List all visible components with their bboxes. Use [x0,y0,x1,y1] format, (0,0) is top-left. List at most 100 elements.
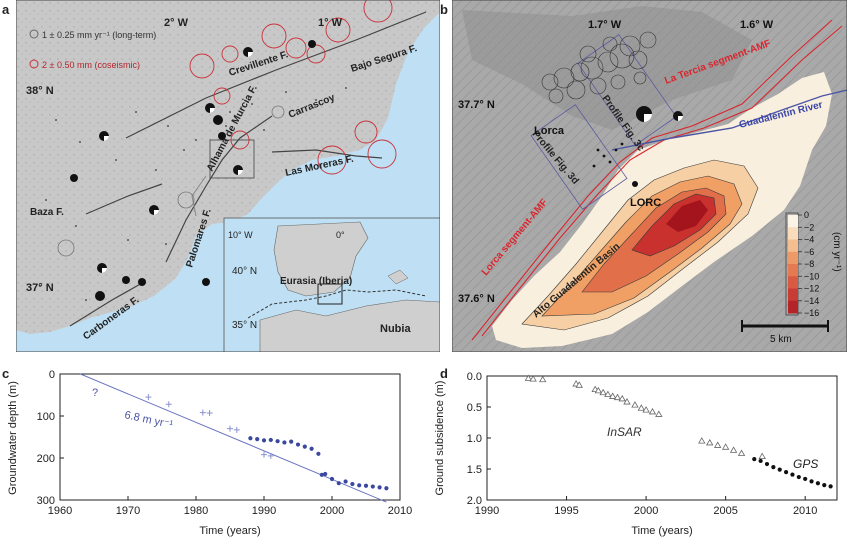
panel-d-label: d [440,366,448,381]
panel-d-point-triangle [604,390,612,397]
panel-c-point-dot [384,486,389,491]
panel-c-y-tick-label: 200 [37,453,55,465]
panel-c-ylabel: Groundwater depth (m) [7,381,19,495]
colorbar-swatch [788,300,798,314]
panel-d-point-triangle [655,410,663,417]
colorbar-tick-label: −16 [804,308,819,318]
panel-d-plot-area [486,375,838,501]
panel-d-axes: 1990 1995 2000 2005 2010 0.0 0.5 1.0 1.5 2.0 [467,371,818,517]
lon-1-6w: 1.6° W [740,19,774,31]
panel-c-y-tick-label: 300 [37,495,55,507]
longterm-circles [57,105,285,257]
inset-africa [259,299,440,352]
colorbar-swatch [788,215,798,228]
panel-c-point-cross [267,452,274,459]
panel-c-x-tick-label: 1980 [184,505,208,517]
panel-d-xlabel: Time (years) [631,525,692,537]
inset-nubia: Nubia [380,323,411,335]
panel-c-y-tick-label: 0 [49,369,55,381]
land-area [16,0,440,334]
panel-d-point-triangle [642,406,650,413]
panel-d-marks [524,374,833,489]
panel-d-y-tick-label: 1.0 [467,433,482,445]
colorbar-tick-label: −6 [804,247,814,257]
panel-c-y-tick-label: 100 [37,411,55,423]
panel-c-point-dot [255,437,260,442]
inset-lon-0: 0° [336,230,345,240]
colorbar-swatch [788,239,798,253]
panel-d-point-dot [822,483,827,488]
guadalentin-river-line [611,89,847,151]
panel-d-point-triangle [737,449,746,456]
panel-c-axes: 1960 1970 1980 1990 2000 2010 0 100 200 300 [37,369,413,517]
panel-c-point-dot [302,444,307,449]
colorbar-tick-label: −12 [804,284,819,294]
inset-plate-boundary [247,289,427,319]
focal-mechanisms [70,40,316,301]
panel-c-point-dot [316,451,321,456]
panel-d-y-tick-label: 0.0 [467,371,482,383]
panel-c-point-dot [357,483,362,488]
panel-d-x-tick-label: 2000 [634,505,658,517]
panel-c-point-dot [268,437,273,443]
panel-d-point-triangle [758,452,766,459]
lat-37-6n: 37.6° N [458,293,495,305]
panel-d-point-triangle [608,392,617,399]
panel-c-point-dot [336,481,341,486]
panel-c-point-dot [343,479,348,484]
panel-c-point-dot [282,440,287,445]
colorbar-tick-label: −8 [804,259,814,269]
coseismic-circles [189,0,397,175]
panel-c-point-dot [350,481,355,487]
panel-d-point-dot [803,476,808,482]
lat-37n: 37° N [26,282,54,294]
inset-location-box [317,283,343,305]
profile-3c-box [577,34,677,146]
panel-d-point-dot [796,474,801,480]
panel-c-x-tick-label: 1990 [252,505,276,517]
panel-d-point-triangle [721,443,730,450]
aftershock-dots [592,142,624,168]
panel-d-point-triangle [698,437,706,444]
colorbar-tick-label: −4 [804,235,814,245]
seismicity-circles [541,31,657,104]
panel-d-point-dot [809,479,814,484]
panel-d-point-dot [783,470,789,475]
colorbar-tick-label: −14 [804,296,819,306]
panel-d-point-triangle [529,375,537,382]
panel-d-point-dot [815,481,821,486]
profile-3d-box [530,104,628,210]
panel-c-point-cross [227,425,233,432]
panel-d-gps-label: GPS [793,457,818,471]
panel-c-x-tick-label: 1970 [116,505,140,517]
panel-c-point-dot [289,439,294,444]
inset-eurasia: Eurasia (Iberia) [280,276,352,287]
colorbar-tick-label: −2 [804,222,814,232]
colorbar-swatch [788,251,798,265]
inset-iberia [273,221,369,297]
mountain-relief [462,6,752,130]
panel-c-point-dot [248,436,253,441]
panel-c-point-dot [377,485,382,490]
colorbar-swatch [788,288,798,302]
panel-d-point-triangle [706,438,714,446]
lat-37-7n: 37.7° N [458,99,495,111]
panel-c-point-dot [363,483,369,488]
panel-c-label: c [2,366,10,381]
panel-d-ylabel: Ground subsidence (m) [434,381,446,496]
legend-coseismic-icon [29,59,39,69]
panel-d-point-triangle [594,386,603,394]
panel-d-point-triangle [524,374,533,381]
panel-b-label: b [440,2,448,17]
panel-d-point-triangle [618,394,626,402]
panel-c-point-cross [261,451,267,458]
panel-d-point-dot [828,484,833,489]
legend-longterm-icon [29,29,39,39]
lorc-label: LORC [630,197,661,209]
panel-c-question-mark: ? [92,387,98,399]
fault-baza: Baza F. [30,207,64,218]
panel-d-point-triangle [637,404,646,411]
panel-c-point-cross [145,394,152,401]
inset-lat-40n: 40° N [232,266,257,277]
lorca-mainshock-focal [636,106,683,122]
